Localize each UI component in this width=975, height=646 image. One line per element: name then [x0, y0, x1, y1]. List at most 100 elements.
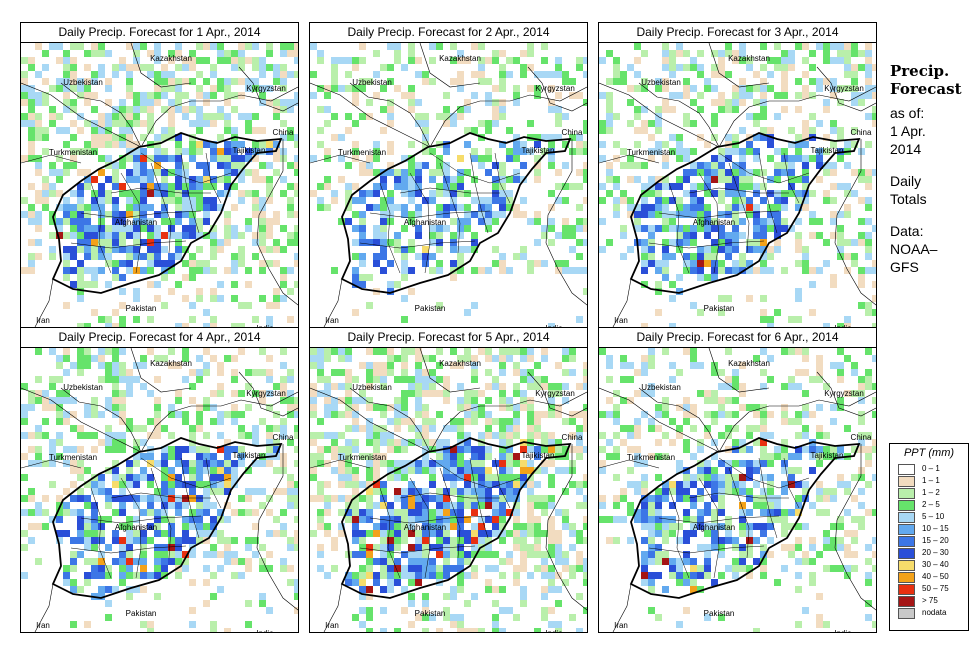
precip-cell: [70, 99, 77, 106]
precip-cell: [844, 488, 851, 495]
country-border: [140, 391, 298, 453]
precip-cell: [844, 565, 851, 572]
precip-cell: [217, 190, 224, 197]
precip-cell: [499, 390, 506, 397]
precip-cell: [175, 190, 182, 197]
precip-cell: [280, 523, 287, 530]
precip-cell: [718, 369, 725, 376]
precip-cell: [788, 551, 795, 558]
precip-cell: [788, 190, 795, 197]
precip-cell: [359, 169, 366, 176]
country-border: [256, 139, 298, 306]
precip-cell: [168, 404, 175, 411]
precip-cell: [387, 537, 394, 544]
precip-cell: [21, 113, 28, 120]
precip-cell: [119, 446, 126, 453]
precip-cell: [238, 64, 245, 71]
precip-cell: [457, 453, 464, 460]
precip-cell: [210, 316, 217, 323]
precip-cell: [648, 260, 655, 267]
precip-cell: [266, 355, 273, 362]
precip-cell: [280, 488, 287, 495]
precip-cell: [112, 362, 119, 369]
precip-cell: [718, 523, 725, 530]
precip-cell: [669, 50, 676, 57]
precip-cell: [492, 376, 499, 383]
precip-cell: [648, 239, 655, 246]
precip-cell: [154, 211, 161, 218]
precip-cell: [583, 579, 587, 586]
precip-cell: [627, 155, 634, 162]
precip-cell: [331, 267, 338, 274]
precip-cell: [119, 397, 126, 404]
precip-cell: [739, 218, 746, 225]
precip-cell: [408, 481, 415, 488]
precip-cell: [725, 155, 732, 162]
precip-cell: [478, 162, 485, 169]
precip-cell: [331, 383, 338, 390]
precip-cell: [238, 453, 245, 460]
precip-cell: [105, 113, 112, 120]
precip-cell: [802, 355, 809, 362]
precip-cell: [422, 516, 429, 523]
precip-cell: [154, 162, 161, 169]
precip-cell: [662, 267, 669, 274]
precip-cell: [154, 516, 161, 523]
precip-cell: [499, 383, 506, 390]
precip-cell: [662, 348, 669, 355]
precip-cell: [795, 218, 802, 225]
precip-cell: [837, 323, 844, 327]
precip-cell: [140, 425, 147, 432]
precip-cell: [767, 355, 774, 362]
precip-cell: [310, 467, 317, 474]
precip-cell: [133, 225, 140, 232]
precip-cell: [415, 99, 422, 106]
precip-cell: [774, 176, 781, 183]
precip-cell: [359, 453, 366, 460]
precip-cell: [21, 509, 28, 516]
precip-cell: [259, 176, 266, 183]
precip-cell: [147, 218, 154, 225]
precip-cell: [739, 99, 746, 106]
precip-cell: [634, 225, 641, 232]
precip-cell: [450, 593, 457, 600]
precip-cell: [683, 474, 690, 481]
precip-cell: [182, 348, 189, 355]
precip-cell: [865, 253, 872, 260]
precip-cell: [133, 376, 140, 383]
precip-cell: [655, 211, 662, 218]
precip-cell: [620, 232, 627, 239]
precip-cell: [266, 376, 273, 383]
precip-cell: [858, 523, 865, 530]
precip-cell: [98, 50, 105, 57]
precip-cell: [105, 176, 112, 183]
precip-cell: [238, 141, 245, 148]
precip-cell: [182, 92, 189, 99]
precip-cell: [606, 169, 613, 176]
precip-cell: [408, 197, 415, 204]
precip-cell: [196, 523, 203, 530]
precip-cell: [478, 474, 485, 481]
precip-cell: [690, 516, 697, 523]
precip-cell: [802, 523, 809, 530]
precip-cell: [739, 439, 746, 446]
precip-cell: [485, 495, 492, 502]
precip-cell: [823, 190, 830, 197]
precip-cell: [238, 495, 245, 502]
precip-cell: [154, 246, 161, 253]
country-border: [718, 391, 876, 453]
precip-cell: [774, 232, 781, 239]
precip-cell: [485, 197, 492, 204]
precip-cell: [683, 120, 690, 127]
province-border: [80, 210, 202, 219]
precip-cell: [203, 43, 210, 50]
precip-cell: [457, 383, 464, 390]
precip-cell: [809, 467, 816, 474]
precip-cell: [620, 362, 627, 369]
precip-cell: [310, 355, 317, 362]
precip-cell: [56, 397, 63, 404]
precip-cell: [294, 57, 298, 64]
precip-cell: [662, 246, 669, 253]
country-label: Tajikistan: [233, 146, 266, 155]
precip-cell: [648, 204, 655, 211]
